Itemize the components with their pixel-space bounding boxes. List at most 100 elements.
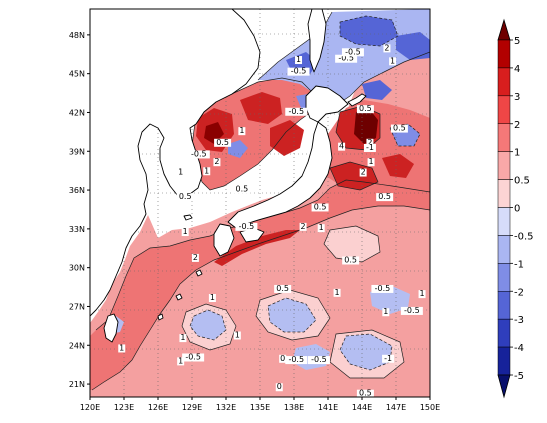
colorbar-segment [497, 318, 511, 348]
x-tick-label: 132E [216, 403, 236, 412]
contour-label: 2 [384, 43, 389, 52]
y-tick-label: 33N [69, 225, 85, 234]
contour-label-bg [338, 142, 346, 151]
contour-label: 0.5 [179, 192, 192, 201]
kuril-islands [347, 93, 367, 107]
contour-label: -0.5 [345, 47, 361, 56]
contour-label-bg [400, 306, 423, 315]
contour-label: -0.5 [185, 352, 201, 361]
contour-label-bg [275, 383, 283, 392]
contour-label-bg [366, 138, 374, 147]
x-tick-label: 138E [284, 403, 304, 412]
contour-label: 2 [214, 157, 219, 166]
contour-label: 0.5 [276, 284, 289, 293]
contour-label-bg [285, 356, 308, 365]
northern-cold-deep-4 [362, 80, 392, 100]
contour-label: -0.5 [288, 107, 304, 116]
colorbar-segment [497, 207, 511, 236]
colorbar-label: 4 [514, 64, 520, 75]
contour-label: 1 [178, 356, 183, 365]
cool-patch-1 [190, 310, 226, 340]
contour-label: -0.5 [404, 306, 420, 315]
contour-label-bg [203, 167, 211, 176]
colorbar-segment [497, 179, 511, 208]
contour-label: 0 [277, 382, 282, 391]
contour-label: -0.5 [191, 149, 207, 158]
kyushu [213, 223, 235, 257]
contour-label: 1 [204, 166, 209, 175]
x-tick-label: 147E [386, 403, 406, 412]
colorbar-segment [497, 346, 511, 376]
colorbar-segment [497, 39, 511, 69]
y-axis: 48N 45N 42N 39N 36N 33N 30N 27N 24N 21N [69, 31, 90, 389]
contour-label-bg [371, 284, 394, 293]
contour-label: 0 [280, 354, 285, 363]
colorbar-segment [497, 151, 511, 180]
jeju [183, 214, 193, 221]
y-tick-label: 36N [69, 186, 85, 195]
contour-label: 1 [420, 289, 425, 298]
contour-label-bg [118, 344, 126, 353]
land [90, 9, 367, 343]
contour-label-bg [285, 107, 308, 116]
contour-label-bg [307, 356, 330, 365]
kuroshio-extension-core [354, 110, 378, 144]
kuroshio-extension-hot-3 [382, 154, 414, 178]
x-tick-label: 150E [420, 403, 440, 412]
hokkaido [305, 85, 349, 123]
colorbar-label: -5 [514, 371, 524, 382]
contour-label: 2 [367, 138, 372, 147]
colorbar: 5 4 3 2 1 0.5 0 -0.5 -1 -2 -3 -4 -5 [497, 18, 534, 399]
contour-label-bg [181, 228, 189, 237]
contour-label-bg [418, 290, 426, 299]
colorbar-top-arrow [497, 18, 511, 41]
contour-label-bg [233, 331, 241, 340]
contour-label: 0.5 [216, 138, 229, 147]
sakhalin [307, 9, 327, 73]
colorbar-label: -4 [514, 343, 524, 354]
colorbar-label: -2 [514, 287, 524, 298]
colorbar-bottom-arrow [497, 374, 511, 399]
contour-label: 1 [239, 126, 244, 135]
contour-label: 1 [296, 55, 301, 64]
x-tick-label: 144E [352, 403, 372, 412]
contour-label-bg [179, 334, 187, 343]
colorbar-label: -3 [514, 315, 524, 326]
contour-label: -0.5 [375, 284, 391, 293]
colorbar-label: -1 [514, 259, 524, 270]
contour-label: -1 [384, 354, 392, 363]
contour-label: -1 [366, 143, 374, 152]
contour-labels: 1-0.5-0.5-0.5 21-0.5 0.50.50.5120.51-0.50.… [118, 43, 426, 398]
contour-label-bg [367, 158, 375, 167]
contour-label-bg [382, 308, 390, 317]
contour-label-bg [208, 294, 216, 302]
contour-label: 0.5 [235, 184, 248, 193]
x-tick-label: 123E [114, 403, 134, 412]
taiwan [103, 313, 119, 343]
colorbar-segment [497, 67, 511, 97]
y-tick-label: 45N [69, 70, 85, 79]
contour-label: -0.5 [288, 355, 304, 364]
colorbar-label: 0 [514, 204, 520, 215]
contour-label: 1 [335, 288, 340, 297]
x-tick-label: 135E [250, 403, 270, 412]
northern-cold-deep-2 [396, 32, 430, 60]
northern-cold-deep-1 [340, 16, 398, 46]
cool-patch-5 [370, 286, 410, 314]
contour-label-bg [311, 203, 329, 212]
contour-label-bg [177, 357, 185, 366]
sea-of-japan-hot-2 [240, 92, 282, 124]
contour-label-bg [335, 54, 358, 63]
contour-label: 0.5 [359, 389, 372, 398]
contour-label: -0.5 [239, 222, 255, 231]
sea-of-japan-hot-3 [270, 120, 304, 156]
contour-label-bg [274, 284, 292, 293]
colorbar-label: 3 [514, 92, 520, 103]
contour-label-bg [333, 288, 341, 297]
contour-label: 0.5 [314, 202, 327, 211]
colorbar-segment [497, 263, 511, 292]
sea-of-japan-hot-4 [204, 122, 224, 144]
contour-label-bg [389, 57, 397, 66]
contour-label-bg [363, 143, 376, 152]
